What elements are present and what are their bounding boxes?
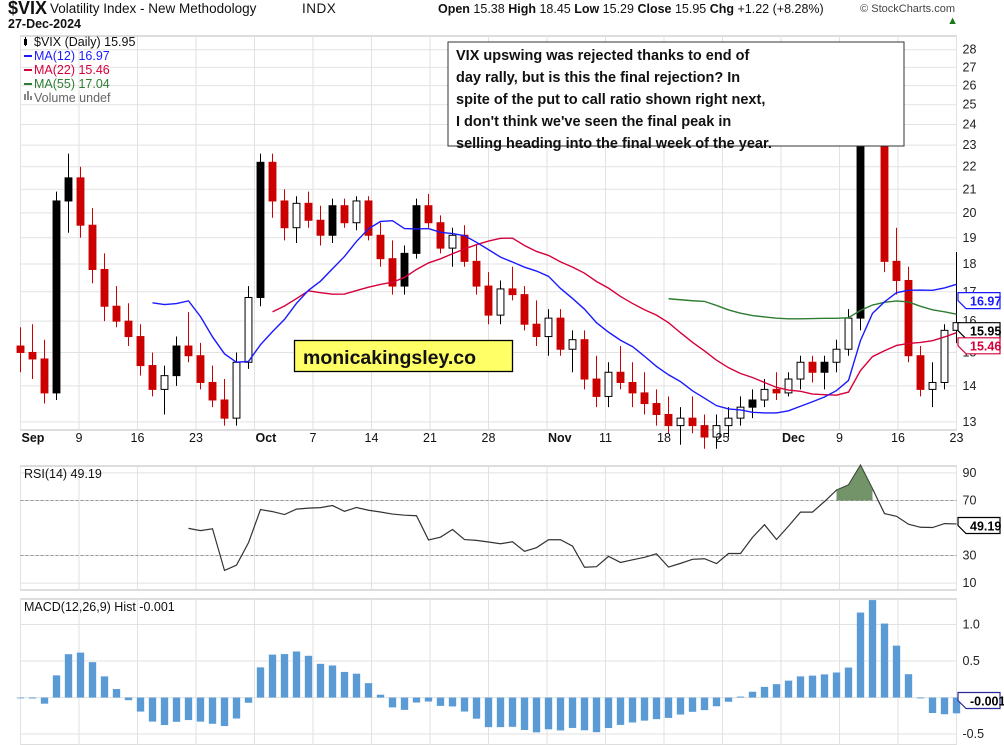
svg-text:16.97: 16.97 [970,295,1001,309]
svg-text:9: 9 [836,431,843,445]
svg-text:9: 9 [76,431,83,445]
svg-text:▲: ▲ [947,15,958,27]
svg-text:0.5: 0.5 [963,654,980,668]
svg-text:27-Dec-2024: 27-Dec-2024 [8,17,81,31]
svg-text:11: 11 [599,431,612,445]
svg-text:18: 18 [963,257,977,271]
svg-text:MA(12) 16.97: MA(12) 16.97 [34,49,110,63]
svg-text:monicakingsley.co: monicakingsley.co [303,347,476,369]
svg-text:VIX upswing was rejected thank: VIX upswing was rejected thanks to end o… [456,48,749,64]
svg-text:30: 30 [963,549,977,563]
svg-text:70: 70 [963,493,977,507]
svg-text:MA(22) 15.46: MA(22) 15.46 [34,63,110,77]
svg-text:1.0: 1.0 [963,618,980,632]
svg-text:spite of the put to call ratio: spite of the put to call ratio shown rig… [456,92,765,108]
svg-text:-0.001: -0.001 [970,694,1004,708]
svg-text:Volatility Index - New Methodo: Volatility Index - New Methodology [50,1,257,16]
svg-text:28: 28 [482,431,496,445]
svg-text:27: 27 [963,60,977,74]
svg-text:MACD(12,26,9) Hist -0.001: MACD(12,26,9) Hist -0.001 [24,600,175,614]
svg-text:20: 20 [963,206,977,220]
svg-text:23: 23 [950,431,964,445]
svg-text:-0.5: -0.5 [963,727,985,741]
svg-text:23: 23 [963,138,977,152]
svg-text:14: 14 [365,431,379,445]
svg-text:13: 13 [963,415,977,429]
svg-text:22: 22 [963,160,977,174]
svg-text:16: 16 [891,431,905,445]
svg-text:26: 26 [963,79,977,93]
svg-text:16: 16 [131,431,145,445]
svg-text:90: 90 [963,466,977,480]
svg-text:Oct: Oct [256,431,278,445]
svg-text:14: 14 [963,379,977,393]
svg-text:21: 21 [963,182,977,196]
svg-text:28: 28 [963,43,977,57]
svg-text:$VIX: $VIX [8,0,47,18]
svg-text:15.95: 15.95 [970,325,1001,339]
svg-text:49.19: 49.19 [970,519,1001,533]
svg-text:$VIX (Daily) 15.95: $VIX (Daily) 15.95 [34,35,135,49]
svg-text:Open 15.38 High 18.45 Low 15: Open 15.38 High 18.45 Low 15.29 Close 15… [438,2,824,16]
svg-text:24: 24 [963,118,977,132]
svg-text:© StockCharts.com: © StockCharts.com [860,3,955,15]
svg-text:RSI(14) 49.19: RSI(14) 49.19 [24,467,102,481]
svg-text:selling heading into the final: selling heading into the final week of t… [456,136,772,152]
svg-text:INDX: INDX [302,1,336,16]
svg-text:23: 23 [189,431,203,445]
svg-text:25: 25 [963,98,977,112]
svg-text:Dec: Dec [782,431,805,445]
svg-text:I don't think we've seen the f: I don't think we've seen the final peak … [456,114,731,130]
svg-text:25: 25 [716,431,730,445]
svg-text:Nov: Nov [548,431,572,445]
svg-text:10: 10 [963,576,977,590]
svg-text:MA(55) 17.04: MA(55) 17.04 [34,77,110,91]
svg-text:Sep: Sep [22,431,45,445]
svg-text:7: 7 [310,431,317,445]
svg-text:18: 18 [657,431,671,445]
svg-text:Volume undef: Volume undef [34,91,111,105]
svg-text:day rally, but is this the fin: day rally, but is this the final rejecti… [456,70,740,86]
svg-text:21: 21 [423,431,437,445]
svg-text:19: 19 [963,231,977,245]
svg-text:15.46: 15.46 [970,340,1001,354]
